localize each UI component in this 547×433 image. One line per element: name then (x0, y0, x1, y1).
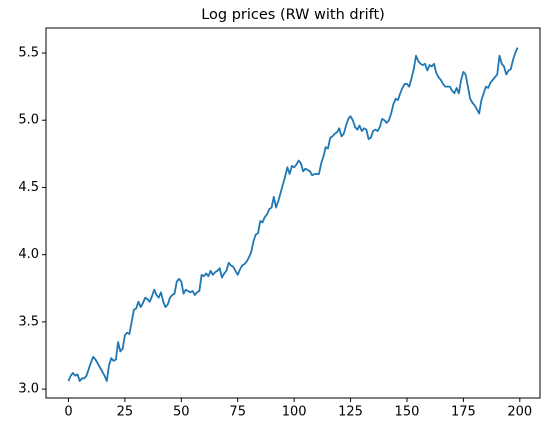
x-tick-label: 200 (507, 405, 532, 420)
x-tick-label: 25 (117, 405, 134, 420)
x-tick-label: 50 (173, 405, 190, 420)
x-tick-label: 175 (451, 405, 476, 420)
y-tick-label: 4.0 (18, 247, 39, 262)
axes-frame (45, 27, 541, 399)
y-tick-label: 5.0 (18, 113, 39, 128)
x-tick-label: 75 (229, 405, 246, 420)
x-tick-label: 0 (64, 405, 72, 420)
line-series (67, 47, 519, 382)
y-tick-label: 4.5 (18, 180, 39, 195)
x-tick-label: 100 (282, 405, 307, 420)
x-tick-label: 125 (338, 405, 363, 420)
y-tick-label: 3.0 (18, 382, 39, 397)
x-tick-label: 150 (395, 405, 420, 420)
y-tick-label: 3.5 (18, 314, 39, 329)
y-tick-label: 5.5 (18, 46, 39, 61)
chart-title: Log prices (RW with drift) (201, 7, 385, 23)
